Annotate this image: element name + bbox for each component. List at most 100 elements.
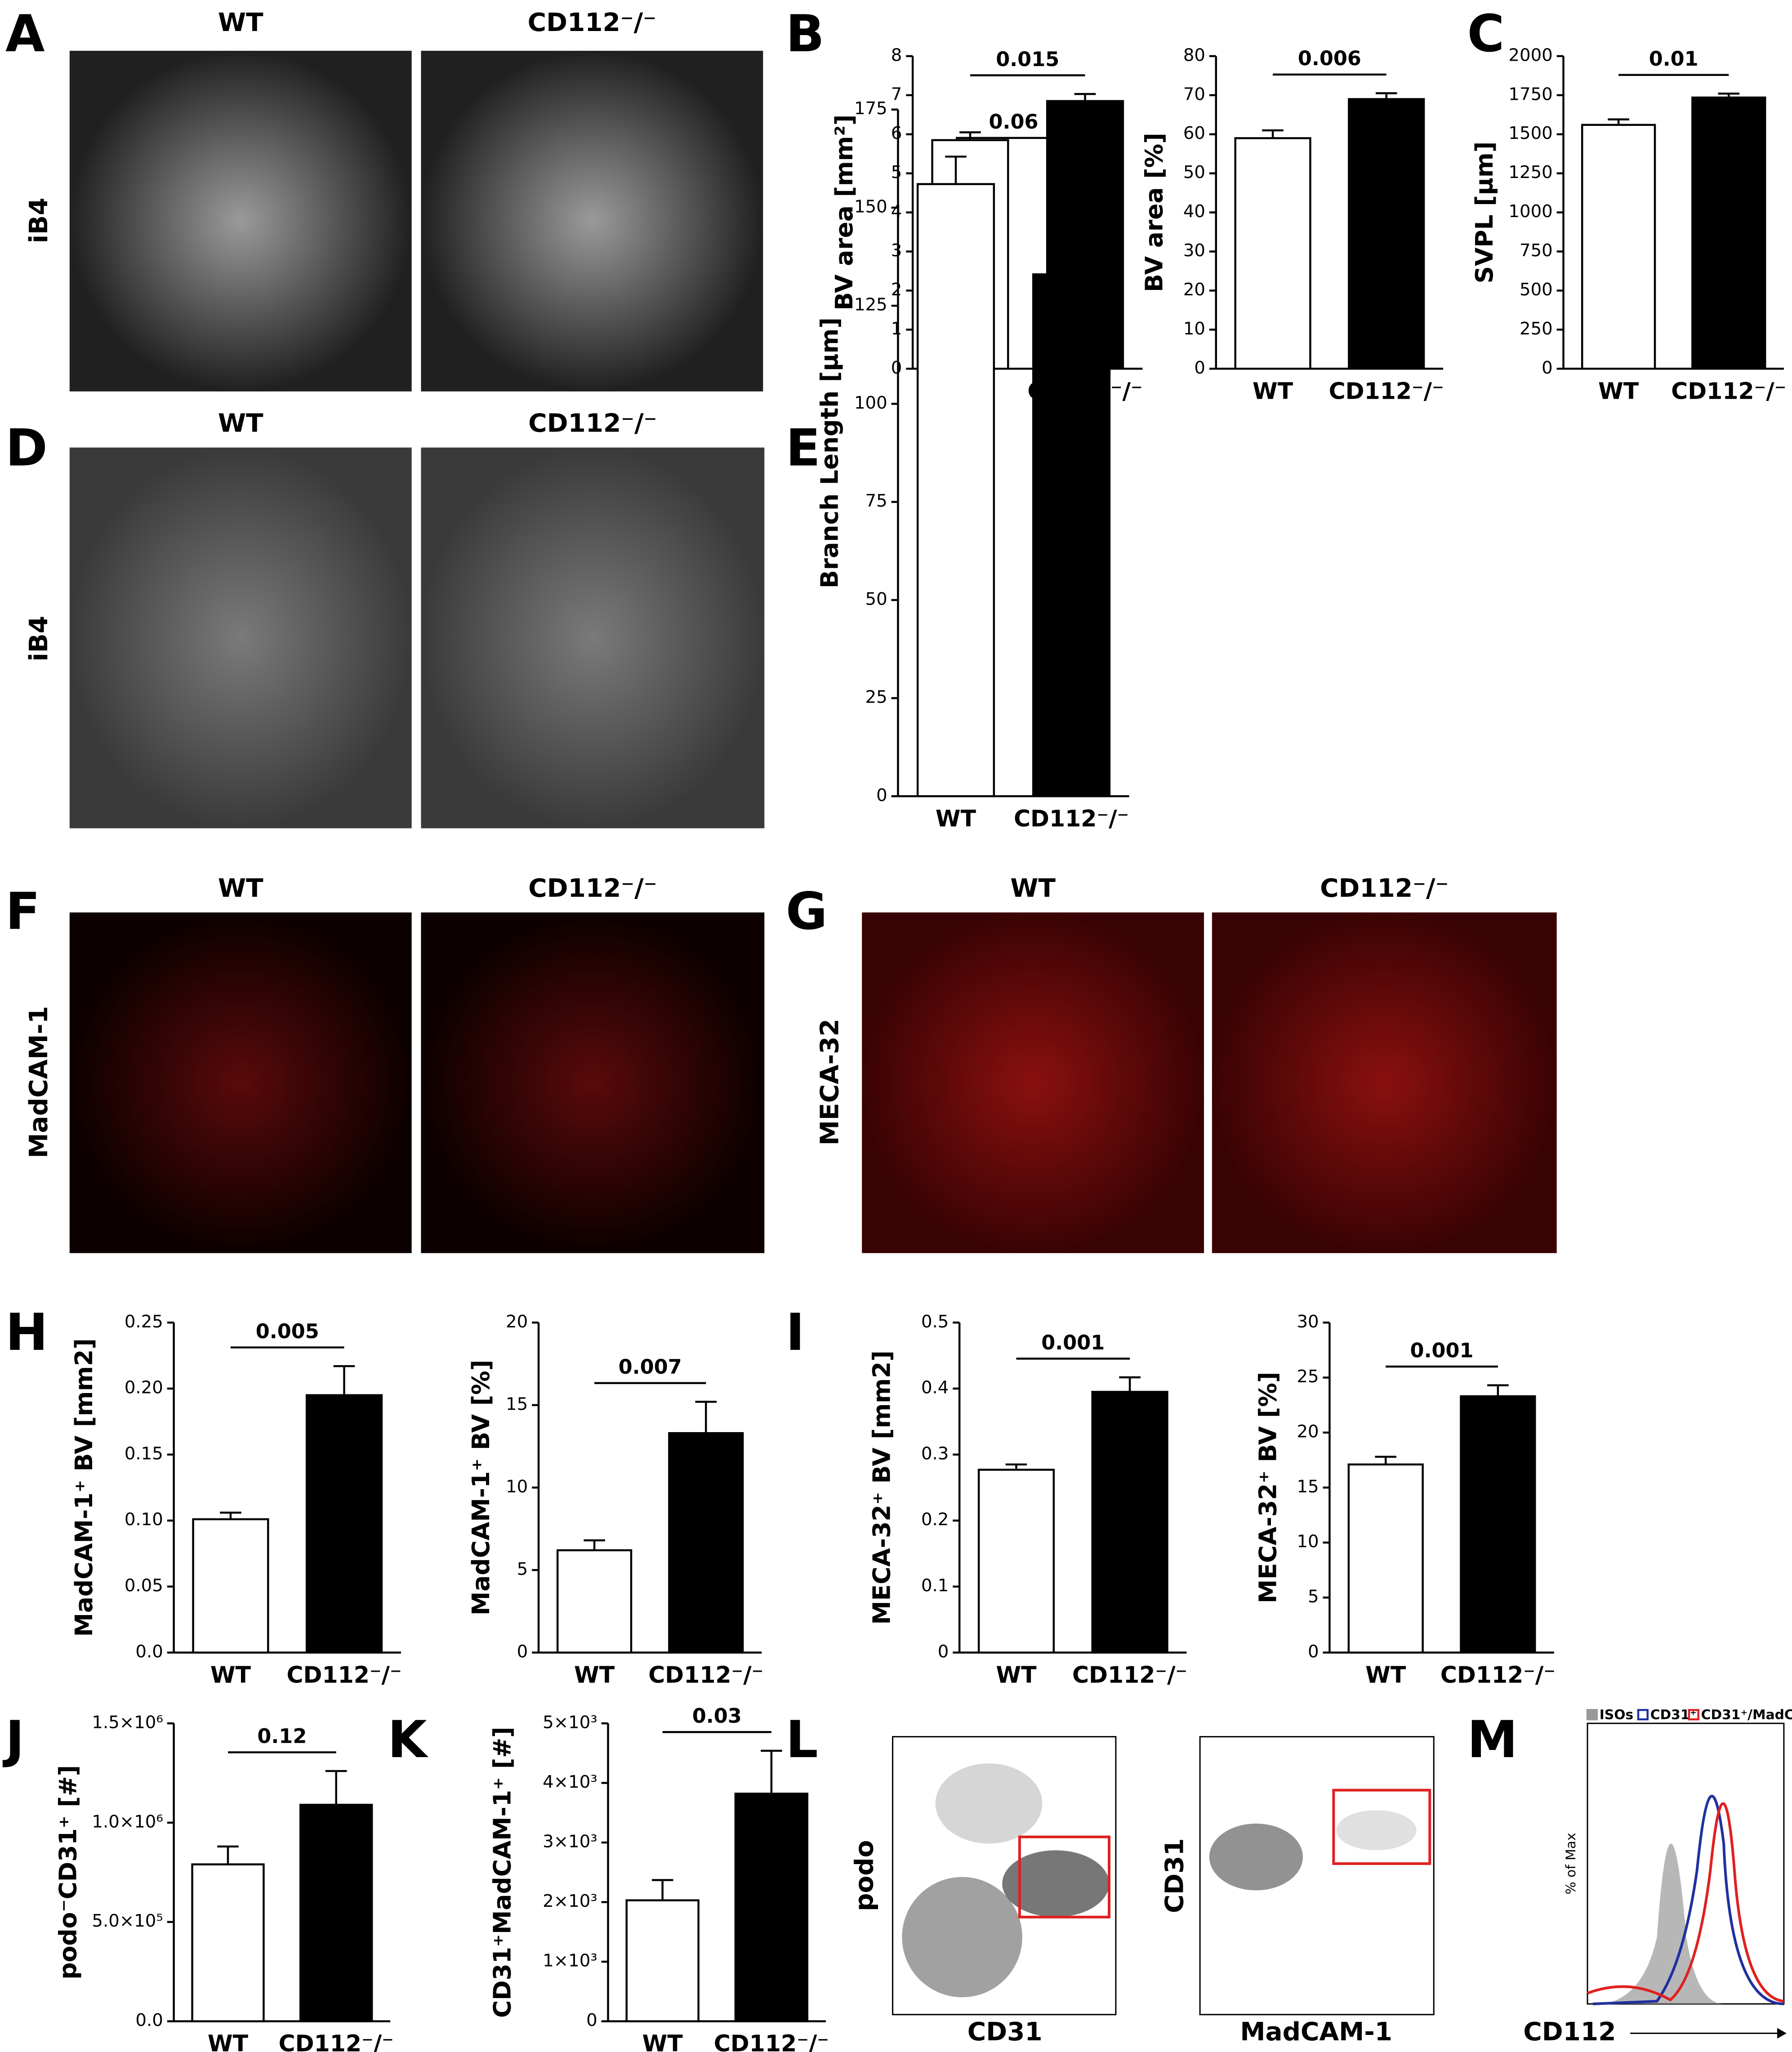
y-tick-label: 0.5 (921, 1312, 949, 1332)
p-value: 0.006 (1298, 47, 1361, 70)
p-value: 0.015 (996, 48, 1059, 71)
y-axis-label: MECA-32⁺ BV [%] (1253, 1372, 1282, 1603)
flow-x-label: CD31 (967, 2017, 1043, 2047)
y-tick-label: 1 (891, 319, 902, 339)
micrograph (421, 447, 765, 828)
x-tick-label: WT (1365, 1661, 1406, 1688)
y-tick-label: 0.3 (921, 1443, 949, 1464)
y-tick-label: 2 (891, 280, 902, 300)
panel-letter: F (5, 882, 40, 941)
hist-madcam (1587, 1802, 1784, 2003)
side-label: iB4 (24, 198, 53, 244)
image-title: CD112⁻/⁻ (528, 8, 656, 37)
panel-letter: H (5, 1303, 48, 1362)
y-tick-label: 25 (1297, 1367, 1319, 1387)
y-tick-label: 70 (1183, 84, 1205, 104)
y-tick-label: 4×10³ (543, 1772, 597, 1792)
x-tick-label: CD112⁻/⁻ (648, 1661, 763, 1688)
p-value: 0.005 (256, 1320, 319, 1343)
bar (1091, 1391, 1168, 1654)
x-tick-label: CD112⁻/⁻ (279, 2030, 394, 2052)
y-tick-label: 30 (1297, 1312, 1319, 1332)
y-tick-label: 75 (865, 491, 887, 511)
y-tick-label: 80 (1183, 45, 1205, 65)
y-tick-label: 0 (517, 1642, 528, 1662)
x-tick-label: WT (1598, 378, 1639, 404)
y-tick-label: 3×10³ (543, 1831, 597, 1852)
y-tick-label: 10 (506, 1477, 528, 1497)
panel-letter: A (5, 4, 45, 63)
x-tick-label: CD112⁻/⁻ (1440, 1661, 1556, 1688)
y-tick-label: 1500 (1508, 123, 1552, 143)
flow-y-label: podo (850, 1840, 879, 1911)
legend-label: ISOs (1600, 1707, 1633, 1723)
y-tick-label: 0.0 (135, 2010, 163, 2030)
y-tick-label: 125 (854, 295, 887, 315)
bar (192, 1518, 269, 1654)
y-tick-label: 0.1 (921, 1576, 949, 1596)
flow-density (935, 1763, 1043, 1844)
x-tick-label: WT (936, 805, 976, 832)
image-title: WT (1010, 874, 1056, 903)
y-tick-label: 5.0×10⁵ (92, 1911, 163, 1931)
p-value: 0.001 (1041, 1331, 1105, 1354)
y-axis-label: BV area [mm²] (830, 115, 858, 311)
y-tick-label: 3 (891, 240, 902, 261)
gate (1018, 1835, 1111, 1918)
y-axis-label: podo⁻CD31⁺ [#] (53, 1765, 82, 1980)
bar (668, 1432, 744, 1654)
y-tick-label: 0.0 (135, 1642, 163, 1662)
x-tick-label: WT (208, 2030, 249, 2052)
y-tick-label: 100 (854, 393, 887, 413)
y-tick-label: 0 (586, 2010, 597, 2030)
y-tick-label: 8 (891, 45, 902, 65)
panel-letter: M (1467, 1710, 1518, 1769)
bar (1032, 273, 1111, 797)
y-tick-label: 1×10³ (543, 1951, 597, 1971)
x-tick-label: WT (210, 1661, 251, 1688)
y-tick-label: 0.2 (921, 1509, 949, 1530)
image-title: WT (218, 409, 263, 438)
hist-y-label: % of Max (1563, 1833, 1579, 1894)
hist-x-label: CD112 (1523, 2017, 1616, 2047)
y-axis-label: MadCAM-1⁺ BV [mm2] (70, 1338, 98, 1637)
y-tick-label: 2000 (1508, 45, 1552, 65)
y-tick-label: 6 (891, 123, 902, 143)
y-tick-label: 60 (1183, 123, 1205, 143)
flow-y-label: CD31 (1160, 1838, 1189, 1913)
y-tick-label: 1.0×10⁶ (92, 1812, 163, 1832)
panel-letter: C (1467, 4, 1505, 63)
image-title: WT (218, 874, 263, 903)
bar (1581, 124, 1656, 370)
y-tick-label: 0 (1542, 358, 1553, 378)
y-tick-label: 1750 (1508, 84, 1552, 104)
y-tick-label: 0.20 (125, 1378, 163, 1398)
y-tick-label: 0.25 (125, 1312, 163, 1332)
y-tick-label: 0.05 (125, 1576, 163, 1596)
bar (977, 1469, 1055, 1654)
bar (299, 1803, 373, 2022)
flow-density (1209, 1823, 1303, 1891)
hist-iso (1603, 1843, 1724, 2004)
arrow-head (1777, 2028, 1787, 2039)
flow-density (1002, 1850, 1110, 1917)
y-tick-label: 25 (865, 687, 887, 708)
y-tick-label: 30 (1183, 240, 1205, 261)
x-tick-label: WT (642, 2030, 683, 2052)
x-tick-label: WT (1253, 378, 1293, 404)
y-tick-label: 15 (506, 1394, 528, 1414)
y-tick-label: 250 (1520, 319, 1553, 339)
y-tick-label: 10 (1183, 319, 1205, 339)
x-tick-label: CD112⁻/⁻ (1014, 805, 1129, 832)
micrograph (421, 50, 763, 392)
y-tick-label: 0 (938, 1642, 949, 1662)
x-tick-label: CD112⁻/⁻ (1329, 378, 1444, 404)
y-tick-label: 2×10³ (543, 1891, 597, 1911)
micrograph (862, 912, 1204, 1253)
bar (1691, 96, 1766, 370)
bar (1234, 137, 1311, 370)
image-title: CD112⁻/⁻ (1320, 874, 1449, 903)
legend-swatch (1637, 1709, 1649, 1721)
y-tick-label: 4 (891, 201, 902, 222)
